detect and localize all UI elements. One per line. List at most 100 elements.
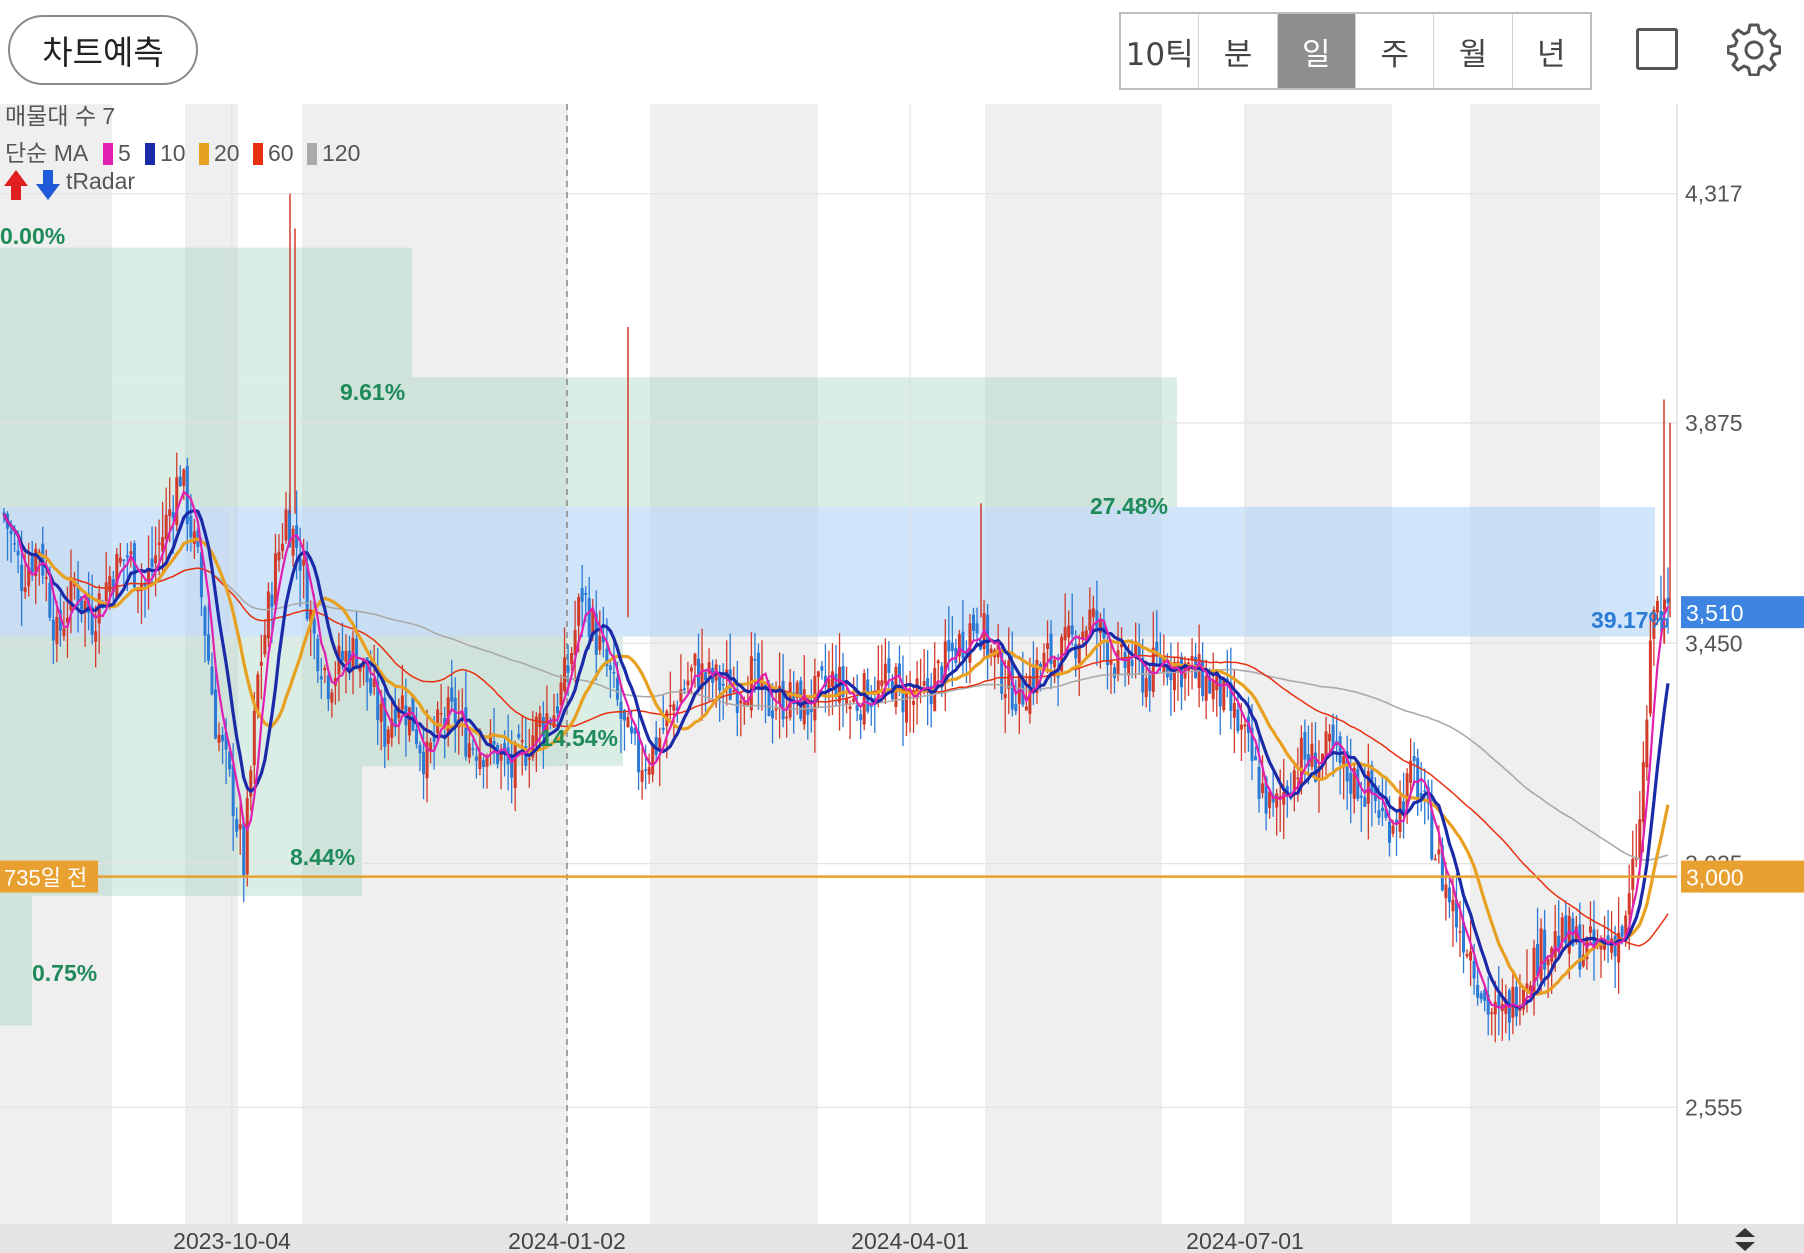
candle-body <box>443 718 447 725</box>
candle-body <box>481 760 485 768</box>
candle-body <box>111 579 115 593</box>
candle-body <box>767 683 771 716</box>
candle-body <box>51 619 55 641</box>
candle-body <box>323 667 327 671</box>
candle-body <box>1567 916 1571 954</box>
candle-body <box>1158 654 1162 665</box>
candle-body <box>157 542 161 546</box>
top-percent-label: 0.00% <box>0 223 65 249</box>
candle-body <box>1088 609 1092 631</box>
scroll-arrows-icon[interactable] <box>1730 1226 1760 1253</box>
period-band <box>650 104 818 1224</box>
zone-percent-label: 39.17% <box>1591 607 1669 633</box>
candle-body <box>27 567 31 587</box>
ma-line-60 <box>3 513 1669 947</box>
candle-body <box>541 717 545 737</box>
candle-body <box>848 706 852 710</box>
candle-body <box>132 543 136 588</box>
candle-body <box>259 661 263 666</box>
candle-body <box>118 557 122 563</box>
candle-body <box>288 509 292 548</box>
x-tick-label: 2024-07-01 <box>1186 1228 1304 1253</box>
candle-body <box>887 658 891 673</box>
candle-body <box>1423 790 1427 793</box>
candle-body <box>883 663 887 684</box>
candle-body <box>1328 733 1332 742</box>
candle-body <box>450 687 454 702</box>
candle-body <box>1518 1008 1522 1012</box>
candle-body <box>1465 953 1469 957</box>
candle-body <box>238 824 242 830</box>
candle-body <box>1211 681 1215 700</box>
candle-body <box>76 585 80 606</box>
candle-body <box>1046 643 1050 649</box>
period-tab-week[interactable]: 주 <box>1356 14 1435 88</box>
candle-body <box>552 715 556 728</box>
candle-body <box>785 716 789 719</box>
candle-body <box>1229 682 1233 711</box>
candle-body <box>499 750 503 761</box>
candle-body <box>573 629 577 655</box>
candle-body <box>707 662 711 674</box>
ma-legend-label: 단순 MA <box>5 140 89 166</box>
candle-body <box>693 653 697 666</box>
candle-body <box>1458 931 1462 933</box>
candle-body <box>228 751 232 770</box>
square-icon[interactable] <box>1636 28 1678 70</box>
period-tab-month[interactable]: 월 <box>1434 14 1513 88</box>
chart-forecast-button[interactable]: 차트예측 <box>8 15 198 85</box>
candle-body <box>485 756 489 767</box>
candle-body <box>778 685 782 704</box>
candle-body <box>90 607 94 635</box>
period-tab-day[interactable]: 일 <box>1277 14 1356 88</box>
candle-body <box>1532 947 1536 994</box>
candle-body <box>1109 660 1113 665</box>
candle-body <box>1000 650 1004 694</box>
candle-body <box>1130 659 1134 667</box>
candle-body <box>1497 994 1501 1008</box>
stock-chart[interactable]: 9.61% 27.48% 39.17% 14.54% 8.44% 0.75% 0.00% 매… <box>0 104 1804 1253</box>
candle-body <box>1402 801 1406 816</box>
candle-body <box>55 616 59 645</box>
candle-body <box>161 537 165 552</box>
tradar-legend: tRadar <box>66 168 135 194</box>
gear-icon[interactable] <box>1727 22 1781 76</box>
reference-price-tag <box>1681 860 1804 893</box>
candle-body <box>365 657 369 683</box>
period-tab-minute[interactable]: 분 <box>1199 14 1278 88</box>
period-tab-10tick[interactable]: 10틱 <box>1121 14 1200 88</box>
candle-body <box>217 734 221 744</box>
candle-body <box>1603 942 1607 950</box>
candle-body <box>1652 609 1656 639</box>
candle-body <box>534 716 538 743</box>
y-tick-label: 4,317 <box>1685 181 1743 207</box>
candle-body <box>206 634 210 661</box>
candle-body <box>781 680 785 720</box>
candle-body <box>940 666 944 688</box>
candle-body <box>1359 795 1363 798</box>
candle-body <box>503 743 507 753</box>
candle-body <box>1250 727 1254 761</box>
candle-body <box>792 692 796 705</box>
candle-body <box>1257 767 1261 799</box>
candle-body <box>901 684 905 713</box>
candle-body <box>1412 756 1416 761</box>
candle-body <box>753 659 757 661</box>
volume-profile-legend: 매물대 수 7 <box>5 104 115 129</box>
candle-body <box>830 671 834 687</box>
candle-body <box>1483 989 1487 1001</box>
candle-body <box>1342 756 1346 768</box>
candle-body <box>1352 767 1356 799</box>
candle-body <box>478 753 482 769</box>
candle-body <box>1310 743 1314 767</box>
candle-body <box>1560 917 1564 943</box>
candle-body <box>697 658 701 689</box>
candle-body <box>1003 693 1007 699</box>
candle-body <box>154 555 158 564</box>
candle-body <box>947 639 951 652</box>
candle-body <box>905 692 909 723</box>
candle-body <box>1462 921 1466 953</box>
up-arrow-icon <box>4 170 28 200</box>
period-tab-year[interactable]: 년 <box>1537 36 1566 73</box>
candle-body <box>58 609 62 631</box>
